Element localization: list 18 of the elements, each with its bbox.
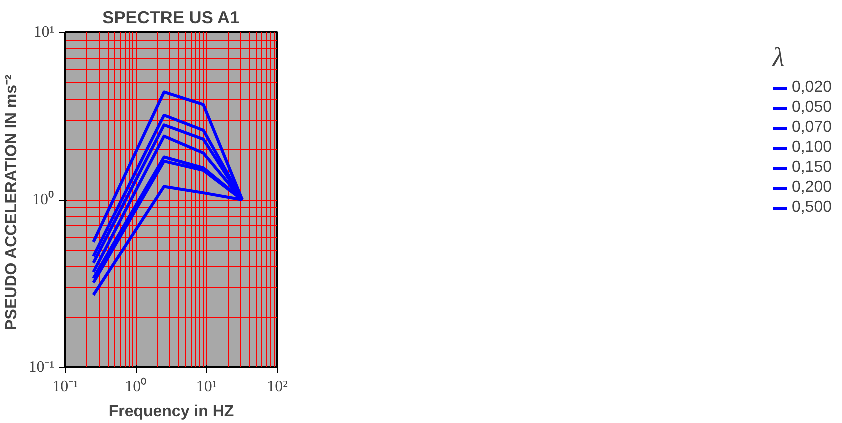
x-axis-title: Frequency in HZ <box>108 404 234 420</box>
y-tick-label: 10¹ <box>34 24 55 41</box>
x-tick-label: 10¹ <box>196 378 218 396</box>
legend-label: 0,150 <box>792 159 832 177</box>
legend-label: 0,200 <box>792 179 832 197</box>
y-tick-label: 10⁻¹ <box>28 359 55 376</box>
legend-title: λ <box>772 42 786 73</box>
x-tick-label: 10⁻¹ <box>52 378 79 396</box>
x-tick-label: 10² <box>267 378 288 396</box>
legend-label: 0,500 <box>792 199 832 217</box>
y-tick-label: 10⁰ <box>32 190 54 208</box>
chart-title: SPECTRE US A1 <box>102 8 240 28</box>
legend-label: 0,020 <box>792 79 832 97</box>
legend-label: 0,050 <box>792 99 832 117</box>
legend-label: 0,100 <box>792 139 832 157</box>
legend-label: 0,070 <box>792 119 832 137</box>
x-tick-label: 10⁰ <box>125 378 148 396</box>
y-axis-title: PSEUDO ACCELERATION IN ms⁻² <box>4 74 21 330</box>
